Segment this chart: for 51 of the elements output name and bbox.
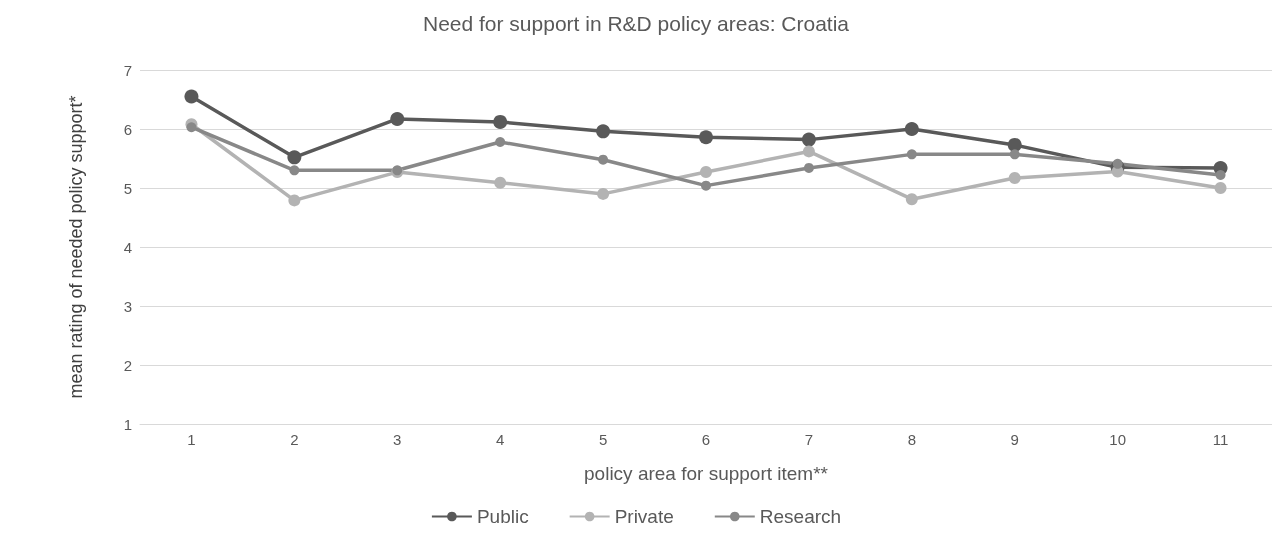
x-tick-label: 1 (187, 431, 196, 448)
x-tick-label: 7 (804, 431, 814, 448)
point (287, 150, 302, 165)
point (906, 149, 917, 160)
x-axis-title: policy area for support item** (584, 463, 829, 484)
point (186, 122, 197, 133)
legend-label: Research (759, 506, 842, 527)
point (1112, 158, 1123, 169)
point (598, 154, 609, 165)
point (699, 130, 713, 145)
point (1009, 149, 1020, 160)
point (596, 124, 611, 139)
point (1007, 137, 1022, 152)
x-tick-label: 9 (1010, 431, 1019, 448)
y-tick-label: 7 (123, 61, 132, 79)
legend-label: Private (614, 506, 674, 527)
y-tick-label: 4 (123, 238, 132, 256)
point (288, 194, 301, 207)
x-tick-label: 10 (1109, 431, 1126, 448)
point (289, 165, 300, 176)
point (494, 176, 507, 189)
x-tick-label: 11 (1212, 431, 1229, 448)
point (904, 122, 919, 136)
x-tick-label: 8 (907, 431, 916, 448)
y-tick-label: 2 (123, 356, 132, 374)
point (493, 114, 508, 129)
point (803, 162, 814, 173)
point (1214, 182, 1227, 194)
point (1215, 170, 1226, 181)
point (700, 166, 712, 179)
point (802, 145, 815, 158)
legend-label: Public (476, 506, 529, 527)
point (495, 136, 506, 147)
y-tick-label: 1 (123, 415, 132, 433)
x-tick-label: 6 (701, 431, 711, 448)
x-tick-label: 5 (598, 431, 608, 448)
point (184, 89, 199, 104)
point (701, 180, 711, 191)
y-tick-label: 5 (123, 179, 132, 197)
x-tick-label: 2 (290, 431, 299, 448)
y-tick-label: 6 (123, 120, 132, 138)
point (390, 111, 405, 126)
x-tick-label: 4 (496, 431, 505, 448)
y-tick-label: 3 (123, 297, 132, 315)
x-tick-label: 3 (393, 431, 402, 448)
point (801, 132, 816, 147)
point (905, 193, 918, 206)
chart-title: Need for support in R&D policy areas: Croatia (422, 12, 850, 35)
y-axis-title: mean rating of needed policy support* (66, 95, 86, 399)
point (1008, 171, 1021, 184)
point (597, 187, 610, 200)
